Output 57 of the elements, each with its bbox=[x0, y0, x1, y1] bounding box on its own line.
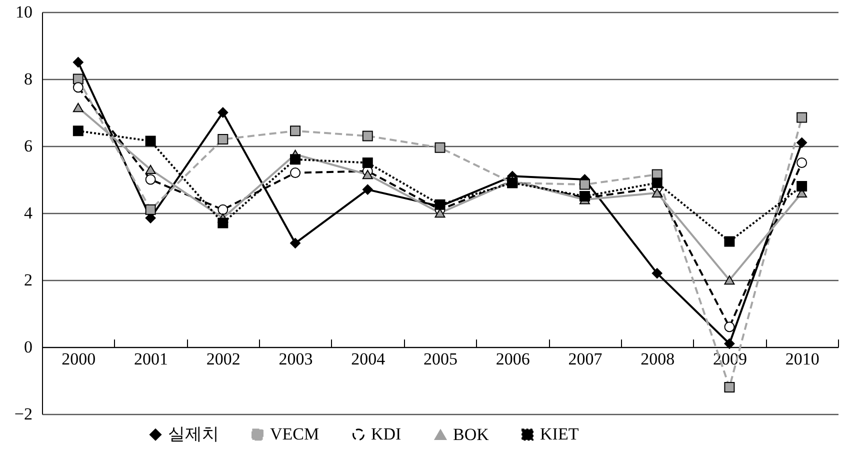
point bbox=[724, 322, 735, 332]
x-tick-label: 2004 bbox=[351, 350, 386, 368]
point bbox=[724, 382, 735, 392]
legend-label: KDI bbox=[371, 424, 402, 444]
point bbox=[434, 142, 446, 153]
point bbox=[652, 268, 662, 279]
y-tick-label: 2 bbox=[24, 270, 32, 290]
point bbox=[362, 130, 373, 142]
point bbox=[652, 188, 662, 198]
point bbox=[796, 158, 808, 168]
x-tick-label: 2006 bbox=[496, 350, 530, 368]
y-tick-label: 8 bbox=[24, 70, 32, 88]
x-tick-label: 2002 bbox=[206, 350, 240, 368]
point bbox=[434, 208, 446, 218]
point bbox=[218, 134, 228, 145]
point bbox=[218, 107, 228, 118]
point bbox=[290, 154, 301, 165]
point bbox=[724, 236, 735, 247]
x-tick-label: 2010 bbox=[785, 350, 820, 368]
legend-label: 실제치 bbox=[168, 424, 219, 444]
point bbox=[72, 126, 84, 136]
point bbox=[724, 338, 735, 349]
y-tick-label: −2 bbox=[14, 404, 32, 424]
point bbox=[218, 218, 228, 228]
y-tick-label: 0 bbox=[24, 338, 32, 356]
legend-label: KIET bbox=[540, 424, 580, 444]
point bbox=[796, 137, 808, 148]
point bbox=[290, 238, 301, 248]
x-tick-label: 2005 bbox=[424, 350, 458, 368]
point bbox=[652, 178, 662, 188]
point bbox=[72, 57, 84, 68]
legend-label: VECM bbox=[270, 424, 320, 444]
y-tick-label: 10 bbox=[16, 2, 32, 22]
x-tick-label: 2001 bbox=[134, 350, 168, 368]
point bbox=[218, 204, 228, 215]
point bbox=[72, 102, 84, 112]
point bbox=[362, 170, 373, 180]
x-tick-label: 2008 bbox=[640, 350, 675, 368]
x-tick-label: 2007 bbox=[568, 350, 603, 368]
point bbox=[796, 180, 808, 192]
x-tick-label: 2003 bbox=[278, 350, 313, 368]
point bbox=[362, 184, 373, 195]
y-tick-label: 4 bbox=[24, 204, 33, 222]
point bbox=[579, 179, 590, 190]
legend-label: BOK bbox=[453, 424, 490, 444]
point bbox=[145, 136, 156, 146]
x-tick-label: 2000 bbox=[62, 350, 96, 368]
point bbox=[290, 126, 301, 136]
point bbox=[145, 204, 156, 215]
point bbox=[290, 168, 301, 178]
point bbox=[362, 158, 373, 168]
point bbox=[72, 82, 84, 93]
y-tick-label: 6 bbox=[24, 136, 32, 156]
point bbox=[145, 174, 156, 185]
point bbox=[724, 275, 735, 285]
point bbox=[796, 112, 808, 123]
point bbox=[145, 164, 156, 174]
